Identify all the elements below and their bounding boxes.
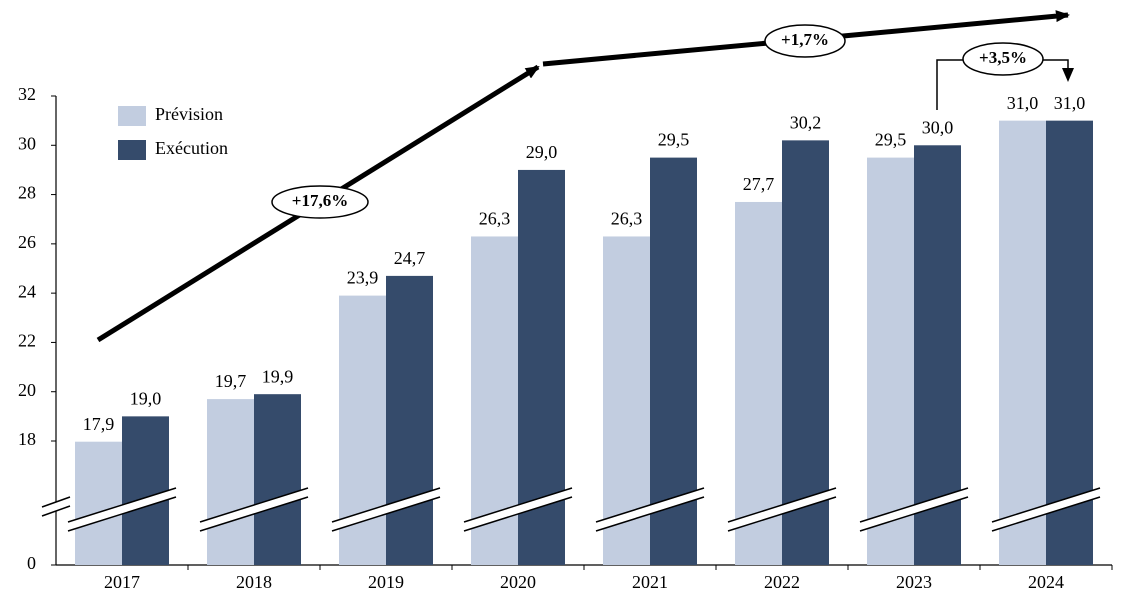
value-label: 29,5 (658, 130, 690, 150)
x-tick-label: 2019 (368, 572, 404, 592)
legend-label: Exécution (155, 138, 228, 158)
value-label: 19,9 (262, 366, 294, 386)
y-tick-label: 28 (18, 183, 36, 203)
bar (207, 399, 254, 565)
axis-break (727, 487, 837, 523)
axis-break-gap (68, 488, 176, 531)
y-tick-label: 30 (18, 133, 36, 153)
bar (999, 120, 1046, 566)
axis-break (463, 496, 573, 532)
axis-break (199, 487, 309, 523)
x-tick-label: 2020 (500, 572, 536, 592)
y-tick-label: 32 (18, 84, 36, 104)
axis-break (41, 496, 71, 508)
bar (122, 416, 169, 565)
axis-break (859, 487, 969, 523)
legend-swatch (118, 106, 146, 126)
axis-break-gap (860, 488, 968, 531)
axis-break-gap (728, 488, 836, 531)
axis-break (331, 496, 441, 532)
axis-break-gap (200, 488, 308, 531)
y-tick-label: 22 (18, 331, 36, 351)
axis-break-gap (596, 488, 704, 531)
value-label: 29,5 (875, 130, 907, 150)
axis-break (67, 496, 177, 532)
axis-break-gap (332, 488, 440, 531)
value-label: 24,7 (394, 248, 426, 268)
bar (1046, 120, 1093, 566)
axis-break-gap (992, 488, 1100, 531)
y-tick-label: 20 (18, 380, 36, 400)
axis-break (41, 505, 71, 517)
value-label: 31,0 (1007, 93, 1039, 113)
legend-label: Prévision (155, 104, 223, 124)
value-label: 17,9 (83, 414, 115, 434)
value-label: 31,0 (1054, 93, 1086, 113)
annotation-bubble (764, 24, 846, 58)
bar (735, 201, 782, 565)
axis-break-gap (464, 488, 572, 531)
x-tick-label: 2023 (896, 572, 932, 592)
y-tick-label: 26 (18, 232, 36, 252)
x-tick-label: 2018 (236, 572, 272, 592)
value-label: 30,0 (922, 117, 954, 137)
axis-break (991, 487, 1101, 523)
annotation: +3,5% (979, 48, 1027, 67)
axis-break-gap (42, 497, 70, 516)
axis-break (859, 496, 969, 532)
axis-break (67, 487, 177, 523)
y-tick-label: 24 (18, 281, 36, 301)
value-label: 26,3 (611, 209, 643, 229)
annotation: +17,6% (292, 191, 348, 210)
value-label: 29,0 (526, 142, 558, 162)
bar (386, 275, 433, 565)
axis-break (331, 487, 441, 523)
axis-break (463, 487, 573, 523)
y-tick-label: 0 (27, 553, 36, 573)
x-tick-label: 2021 (632, 572, 668, 592)
value-label: 23,9 (347, 268, 379, 288)
x-tick-label: 2022 (764, 572, 800, 592)
axis-break (727, 496, 837, 532)
annotation-bubble (271, 185, 369, 219)
bar (75, 441, 122, 565)
value-label: 26,3 (479, 209, 511, 229)
bar (867, 157, 914, 565)
bar (254, 394, 301, 565)
annotation: +1,7% (781, 30, 829, 49)
value-label: 19,7 (215, 371, 247, 391)
value-label: 19,0 (130, 388, 162, 408)
legend-swatch (118, 140, 146, 160)
axis-break (199, 496, 309, 532)
axis-break (595, 487, 705, 523)
annotation-bubble (962, 42, 1044, 76)
axis-break (595, 496, 705, 532)
x-tick-label: 2017 (104, 572, 140, 592)
y-tick-label: 18 (18, 429, 36, 449)
value-label: 27,7 (743, 174, 775, 194)
x-tick-label: 2024 (1028, 572, 1064, 592)
value-label: 30,2 (790, 112, 822, 132)
axis-break (991, 496, 1101, 532)
